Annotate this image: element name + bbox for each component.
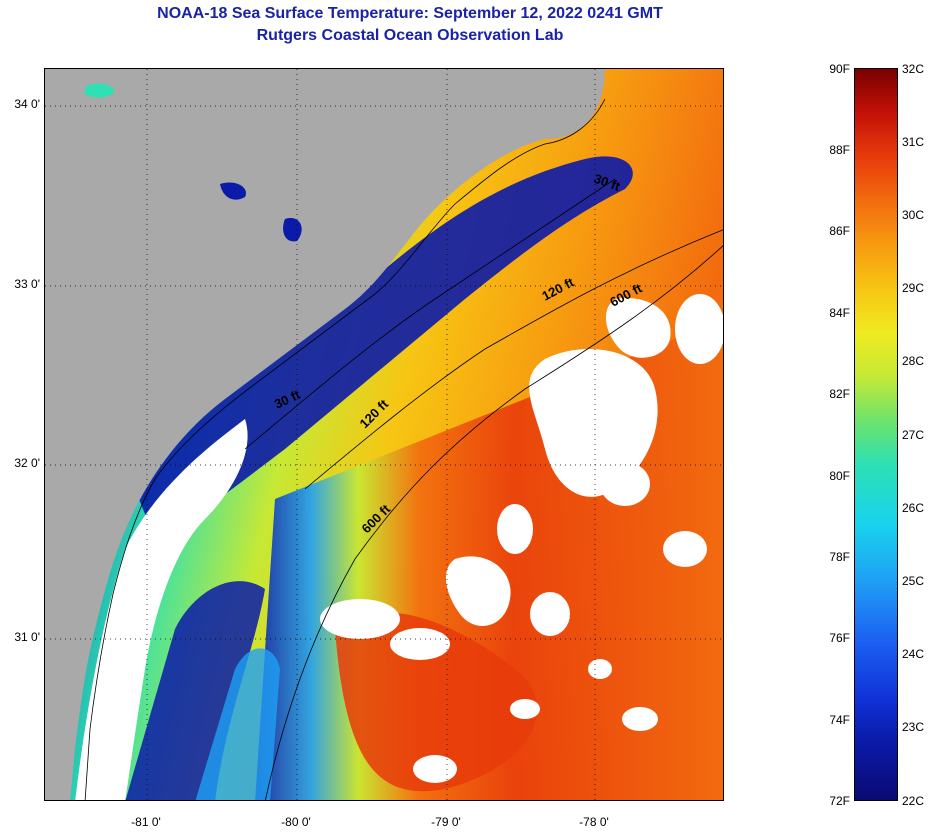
colorbar-f-label: 74F [829,713,850,727]
hot-water-core [335,612,538,792]
colorbar-f-label: 86F [829,224,850,238]
lon-label-78: -78 0' [579,815,609,829]
colorbar-f-label: 80F [829,469,850,483]
colorbar-c-label: 26C [902,501,925,515]
lon-label-81: -81 0' [131,815,161,829]
colorbar-f-label: 72F [829,794,850,808]
isobath-600ft [265,245,723,800]
colorbar-f-label: 82F [829,387,850,401]
colorbar-c-label: 23C [902,720,925,734]
lat-label-32: 32 0' [14,456,40,470]
chart-title: NOAA-18 Sea Surface Temperature: Septemb… [157,5,663,22]
colorbar-c-label: 32C [902,62,925,76]
colorbar-c-label: 29C [902,281,925,295]
lon-label-79: -79 0' [431,815,461,829]
colorbar-c-label: 28C [902,354,925,368]
coastal-cloud-cover [75,419,248,800]
cold-southern-water [125,581,265,800]
colorbar-f-label: 88F [829,143,850,157]
cool-southern-water [195,648,280,800]
sst-map: 30 ft 120 ft 600 ft 30 ft 120 ft 600 ft [44,68,724,801]
land-mass [45,69,605,800]
sst-map-canvas: 30 ft 120 ft 600 ft 30 ft 120 ft 600 ft [45,69,723,800]
lat-label-31: 31 0' [14,630,40,644]
lat-label-33: 33 0' [14,277,40,291]
coastline [84,98,606,800]
colorbar-c-label: 22C [902,794,925,808]
colorbar-f-label: 78F [829,550,850,564]
chart-subtitle: Rutgers Coastal Ocean Observation Lab [256,27,564,44]
offshore-clouds [320,294,723,783]
colorbar-c-label: 27C [902,428,925,442]
colorbar-c-label: 30C [902,208,925,222]
colorbar-c-label: 31C [902,135,925,149]
colorbar-c-label: 24C [902,647,925,661]
lat-label-34: 34 0' [14,97,40,111]
colorbar-f-label: 84F [829,306,850,320]
isobath-30ft [244,178,616,450]
colorbar-f-label: 76F [829,631,850,645]
colorbar-f-label: 90F [829,62,850,76]
colorbar-c-label: 25C [902,574,925,588]
northwest-patches [85,83,302,242]
isobath-120ft [304,229,723,490]
temperature-colorbar [854,68,898,801]
cold-nearshore-water [135,156,633,539]
lon-label-80: -80 0' [281,815,311,829]
lat-lon-grid [45,69,723,800]
